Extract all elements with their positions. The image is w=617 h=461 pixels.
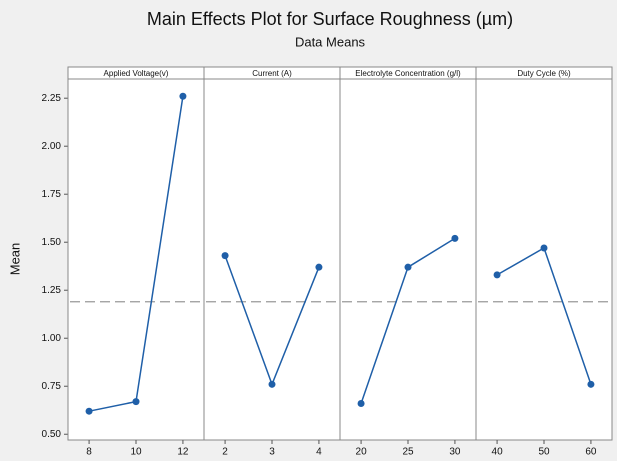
x-tick-label: 40 <box>492 447 504 458</box>
panel-title: Current (A) <box>252 69 292 78</box>
x-tick-label: 8 <box>86 447 92 458</box>
data-point <box>357 400 365 408</box>
x-tick-label: 10 <box>130 447 142 458</box>
y-tick-label: 0.75 <box>42 381 62 392</box>
x-tick-label: 25 <box>402 447 414 458</box>
chart-title: Main Effects Plot for Surface Roughness … <box>147 9 513 29</box>
y-axis-label: Mean <box>7 243 22 276</box>
data-point <box>221 252 229 260</box>
x-tick-label: 30 <box>449 447 461 458</box>
data-point <box>315 263 323 271</box>
y-tick-label: 1.50 <box>42 237 62 248</box>
y-tick-label: 2.00 <box>42 141 62 152</box>
x-tick-label: 60 <box>585 447 597 458</box>
data-point <box>451 234 459 242</box>
y-tick-label: 0.50 <box>42 429 62 440</box>
x-tick-label: 3 <box>269 447 275 458</box>
chart-subtitle: Data Means <box>295 34 366 49</box>
y-tick-label: 2.25 <box>42 93 62 104</box>
x-tick-label: 50 <box>538 447 550 458</box>
data-point <box>85 407 93 415</box>
panel-title: Applied Voltage(v) <box>104 69 169 78</box>
x-tick-label: 20 <box>356 447 368 458</box>
y-tick-label: 1.25 <box>42 285 62 296</box>
data-point <box>404 263 412 271</box>
y-tick-label: 1.00 <box>42 333 62 344</box>
data-point <box>540 244 548 252</box>
x-tick-label: 4 <box>316 447 322 458</box>
panel-title: Duty Cycle (%) <box>517 69 571 78</box>
data-point <box>179 92 187 100</box>
data-point <box>587 380 595 388</box>
data-point <box>132 398 140 406</box>
y-tick-label: 1.75 <box>42 189 62 200</box>
x-tick-label: 2 <box>222 447 228 458</box>
panel-title: Electrolyte Concentration (g/l) <box>355 69 461 78</box>
data-point <box>493 271 501 279</box>
x-tick-label: 12 <box>177 447 189 458</box>
data-point <box>268 380 276 388</box>
